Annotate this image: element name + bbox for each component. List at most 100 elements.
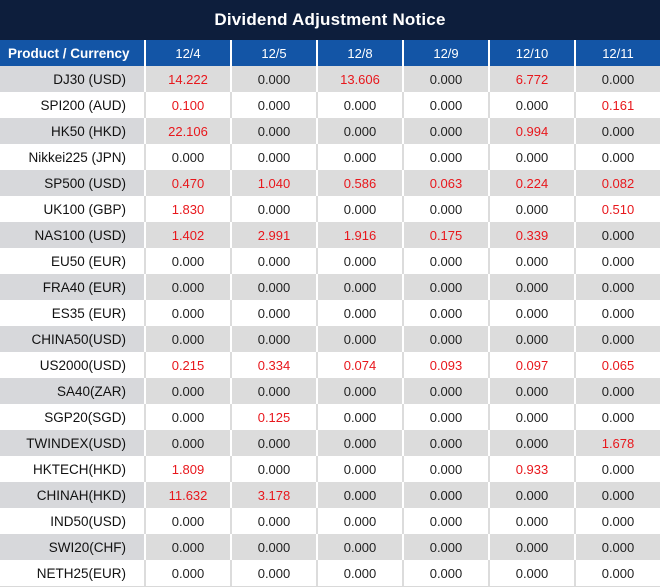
dividend-value: 0.000 [232,326,318,352]
dividend-value: 1.809 [146,456,232,482]
dividend-value: 0.097 [490,352,576,378]
dividend-value: 0.000 [232,118,318,144]
dividend-value: 0.000 [404,404,490,430]
dividend-value: 0.000 [404,430,490,456]
dividend-value: 13.606 [318,66,404,92]
dividend-value: 0.000 [232,144,318,170]
dividend-value: 0.000 [232,456,318,482]
dividend-value: 0.063 [404,170,490,196]
dividend-value: 0.000 [490,482,576,508]
dividend-value: 0.000 [232,248,318,274]
dividend-value: 0.000 [318,196,404,222]
dividend-value: 0.175 [404,222,490,248]
dividend-value: 0.000 [232,430,318,456]
dividend-value: 0.000 [404,274,490,300]
dividend-value: 0.000 [404,118,490,144]
product-label: UK100 (GBP) [0,196,146,222]
dividend-value: 14.222 [146,66,232,92]
column-header-date: 12/9 [404,40,490,66]
table-row: FRA40 (EUR) 0.000 0.000 0.000 0.000 0.000 0.00… [0,274,660,300]
dividend-value: 0.000 [404,378,490,404]
dividend-value: 0.000 [404,300,490,326]
dividend-value: 0.000 [232,92,318,118]
dividend-value: 0.470 [146,170,232,196]
product-label: CHINAH(HKD) [0,482,146,508]
dividend-value: 0.000 [318,508,404,534]
dividend-value: 0.224 [490,170,576,196]
dividend-value: 0.000 [318,482,404,508]
dividend-value: 0.000 [576,274,660,300]
dividend-value: 0.000 [146,144,232,170]
dividend-value: 0.000 [490,274,576,300]
dividend-value: 1.916 [318,222,404,248]
dividend-value: 0.000 [146,404,232,430]
dividend-value: 0.000 [146,326,232,352]
table-row: HKTECH(HKD) 1.809 0.000 0.000 0.000 0.933 0.00… [0,456,660,482]
product-label: SA40(ZAR) [0,378,146,404]
dividend-value: 0.000 [576,482,660,508]
dividend-value: 0.000 [490,508,576,534]
dividend-value: 0.000 [404,456,490,482]
dividend-value: 0.334 [232,352,318,378]
product-label: CHINA50(USD) [0,326,146,352]
table-row: SWI20(CHF) 0.000 0.000 0.000 0.000 0.000 0.000 [0,534,660,560]
dividend-value: 0.000 [318,118,404,144]
dividend-value: 0.000 [576,300,660,326]
dividend-value: 0.161 [576,92,660,118]
table-row: TWINDEX(USD) 0.000 0.000 0.000 0.000 0.000 1.6… [0,430,660,456]
dividend-value: 0.000 [404,196,490,222]
dividend-value: 0.339 [490,222,576,248]
dividend-value: 0.000 [490,378,576,404]
dividend-value: 1.830 [146,196,232,222]
dividend-value: 0.000 [146,560,232,586]
table-row: US2000(USD) 0.215 0.334 0.074 0.093 0.097 0.06… [0,352,660,378]
dividend-value: 0.000 [404,92,490,118]
dividend-value: 1.678 [576,430,660,456]
dividend-value: 0.000 [318,248,404,274]
dividend-value: 0.082 [576,170,660,196]
dividend-value: 0.000 [490,144,576,170]
dividend-value: 0.994 [490,118,576,144]
dividend-value: 2.991 [232,222,318,248]
dividend-value: 0.000 [404,560,490,586]
product-label: SWI20(CHF) [0,534,146,560]
dividend-value: 0.000 [490,534,576,560]
table-row: IND50(USD) 0.000 0.000 0.000 0.000 0.000 0.000 [0,508,660,534]
dividend-value: 0.000 [232,378,318,404]
dividend-value: 0.000 [576,534,660,560]
dividend-value: 1.040 [232,170,318,196]
dividend-value: 0.000 [576,560,660,586]
dividend-value: 0.000 [576,456,660,482]
column-header-date: 12/4 [146,40,232,66]
dividend-value: 0.125 [232,404,318,430]
product-label: EU50 (EUR) [0,248,146,274]
table-row: SPI200 (AUD) 0.100 0.000 0.000 0.000 0.000 0.1… [0,92,660,118]
table-row: DJ30 (USD) 14.222 0.000 13.606 0.000 6.772 0.0… [0,66,660,92]
dividend-value: 0.000 [232,274,318,300]
product-label: US2000(USD) [0,352,146,378]
title-bar: Dividend Adjustment Notice [0,0,660,40]
dividend-value: 0.000 [232,300,318,326]
dividend-value: 0.000 [490,560,576,586]
dividend-value: 0.000 [318,404,404,430]
table-row: SP500 (USD) 0.470 1.040 0.586 0.063 0.224 0.08… [0,170,660,196]
dividend-value: 0.000 [146,534,232,560]
dividend-value: 0.000 [404,66,490,92]
dividend-value: 0.510 [576,196,660,222]
column-header-date: 12/8 [318,40,404,66]
dividend-value: 0.000 [404,482,490,508]
product-label: FRA40 (EUR) [0,274,146,300]
product-label: Nikkei225 (JPN) [0,144,146,170]
table-row: EU50 (EUR) 0.000 0.000 0.000 0.000 0.000 0.000 [0,248,660,274]
dividend-value: 0.933 [490,456,576,482]
dividend-value: 0.000 [490,92,576,118]
dividend-value: 0.000 [576,248,660,274]
dividend-value: 0.000 [232,560,318,586]
dividend-value: 0.000 [146,508,232,534]
column-header-date: 12/5 [232,40,318,66]
table-row: UK100 (GBP) 1.830 0.000 0.000 0.000 0.000 0.51… [0,196,660,222]
dividend-value: 0.100 [146,92,232,118]
dividend-value: 0.000 [318,92,404,118]
page-title: Dividend Adjustment Notice [214,10,446,29]
